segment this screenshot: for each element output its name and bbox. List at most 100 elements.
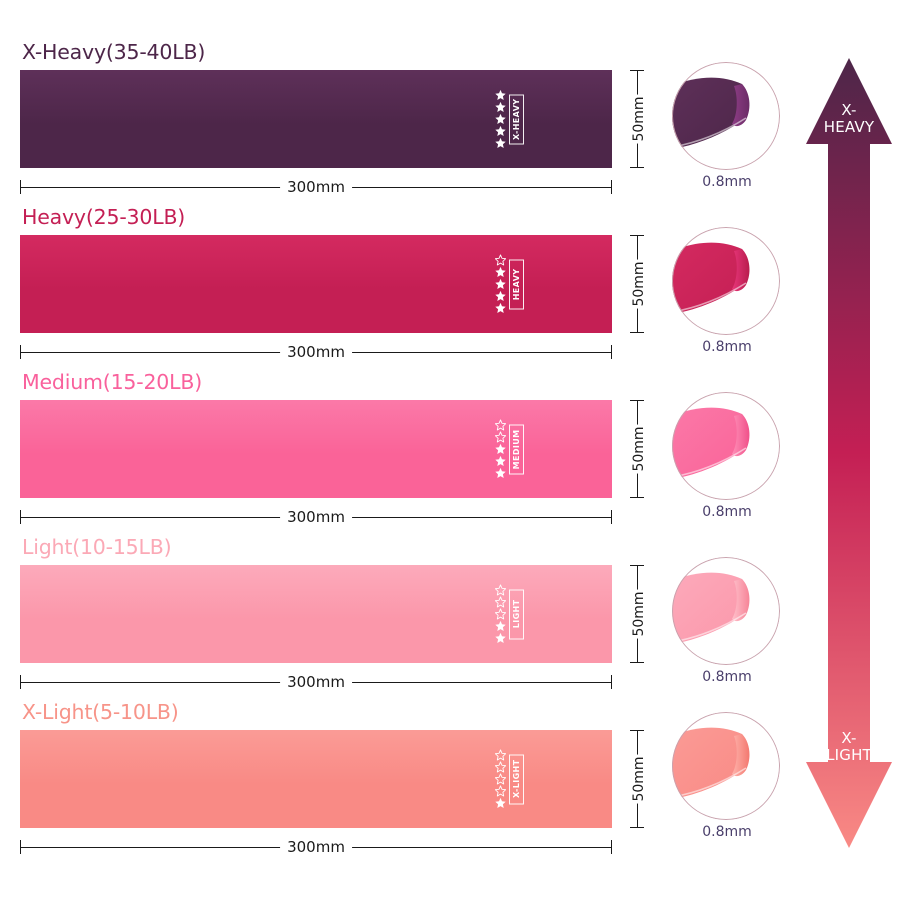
width-dimension: 50mm: [622, 565, 656, 663]
length-dimension: 300mm: [20, 669, 612, 695]
dimension-cap-left: [20, 675, 21, 689]
length-dimension-label: 300mm: [280, 508, 352, 526]
star-outline-icon: [495, 608, 506, 620]
width-dimension: 50mm: [622, 235, 656, 333]
band-tag-text: HEAVY: [512, 268, 521, 300]
band-row: X-Light(5-10LB) X-LIGHT 50mm 300mm: [0, 700, 660, 865]
star-outline-icon: [495, 596, 506, 608]
star-filled-icon: [495, 467, 506, 478]
band-title: Light(10-15LB): [22, 535, 172, 559]
star-filled-icon: [495, 278, 506, 289]
length-dimension: 300mm: [20, 339, 612, 365]
band-strip: MEDIUM: [20, 400, 612, 498]
thickness-circle: [672, 227, 780, 335]
arrow-bottom-line1: X-: [841, 729, 857, 748]
width-dimension-label: 50mm: [631, 589, 647, 639]
star-outline-icon: [495, 785, 506, 797]
band-tag-box: X-HEAVY: [509, 94, 524, 144]
folded-band-illustration: [672, 77, 750, 150]
band-rating-mark: X-HEAVY: [495, 89, 524, 149]
star-filled-icon: [495, 266, 506, 277]
star-outline-icon: [495, 773, 506, 785]
arrow-top-line1: X-: [841, 101, 857, 119]
dimension-cap-right: [611, 510, 612, 524]
dimension-cap-bottom: [630, 497, 644, 498]
band-row: Heavy(25-30LB) HEAVY 50mm 300mm: [0, 205, 660, 370]
band-row: Light(10-15LB) LIGHT 50mm 300mm: [0, 535, 660, 700]
width-dimension: 50mm: [622, 400, 656, 498]
star-filled-icon: [495, 620, 506, 631]
band-tag-text: X-HEAVY: [512, 98, 521, 140]
width-dimension: 50mm: [622, 70, 656, 168]
star-outline-icon: [495, 254, 506, 266]
star-filled-icon: [495, 632, 506, 643]
star-outline-icon: [495, 419, 506, 431]
star-rating: [495, 89, 506, 149]
width-dimension: 50mm: [622, 730, 656, 828]
width-dimension-label: 50mm: [631, 259, 647, 309]
band-strip: HEAVY: [20, 235, 612, 333]
star-filled-icon: [495, 89, 506, 100]
dimension-cap-bottom: [630, 827, 644, 828]
band-tag-box: LIGHT: [509, 589, 524, 639]
band-strip: X-LIGHT: [20, 730, 612, 828]
star-filled-icon: [495, 113, 506, 124]
star-filled-icon: [495, 455, 506, 466]
star-filled-icon: [495, 125, 506, 136]
band-tag-box: X-LIGHT: [509, 754, 524, 804]
band-title: X-Heavy(35-40LB): [22, 40, 206, 64]
band-tag-box: MEDIUM: [509, 424, 524, 474]
folded-band-illustration: [672, 727, 750, 800]
star-filled-icon: [495, 137, 506, 148]
band-title: X-Light(5-10LB): [22, 700, 179, 724]
thickness-circle: [672, 557, 780, 665]
star-outline-icon: [495, 584, 506, 596]
dimension-cap-right: [611, 180, 612, 194]
star-filled-icon: [495, 443, 506, 454]
star-rating: [495, 254, 506, 314]
dimension-cap-right: [611, 345, 612, 359]
star-filled-icon: [495, 290, 506, 301]
dimension-cap-bottom: [630, 167, 644, 168]
thickness-label: 0.8mm: [702, 669, 752, 685]
dimension-cap-left: [20, 345, 21, 359]
arrow-bottom-label: X- LIGHT: [806, 730, 892, 764]
thickness-circle: [672, 392, 780, 500]
band-tag-box: HEAVY: [509, 259, 524, 309]
dimension-cap-bottom: [630, 662, 644, 663]
thickness-label: 0.8mm: [702, 174, 752, 190]
star-filled-icon: [495, 302, 506, 313]
dimension-cap-right: [611, 840, 612, 854]
band-rating-mark: HEAVY: [495, 254, 524, 314]
star-rating: [495, 584, 506, 644]
star-outline-icon: [495, 431, 506, 443]
dimension-cap-right: [611, 675, 612, 689]
star-outline-icon: [495, 749, 506, 761]
resistance-scale-arrow: X- HEAVY X- LIGHT: [806, 58, 892, 848]
thickness-callout: 0.8mm: [662, 62, 792, 222]
band-rating-mark: LIGHT: [495, 584, 524, 644]
dimension-cap-bottom: [630, 332, 644, 333]
thickness-callout: 0.8mm: [662, 227, 792, 387]
arrow-bottom-line2: LIGHT: [826, 746, 872, 765]
folded-band-illustration: [672, 572, 750, 645]
width-dimension-label: 50mm: [631, 754, 647, 804]
band-tag-text: X-LIGHT: [512, 759, 521, 799]
arrow-top-line2: HEAVY: [823, 117, 875, 136]
double-arrow-shape: [806, 58, 892, 848]
band-tag-text: LIGHT: [512, 599, 521, 629]
star-filled-icon: [495, 797, 506, 808]
star-filled-icon: [495, 101, 506, 112]
star-rating: [495, 749, 506, 809]
band-title: Medium(15-20LB): [22, 370, 203, 394]
band-rating-mark: X-LIGHT: [495, 749, 524, 809]
band-row: X-Heavy(35-40LB) X-HEAVY 50mm 300mm: [0, 40, 660, 205]
thickness-label: 0.8mm: [702, 504, 752, 520]
band-rating-mark: MEDIUM: [495, 419, 524, 479]
dimension-cap-left: [20, 180, 21, 194]
length-dimension-label: 300mm: [280, 838, 352, 856]
band-strip: LIGHT: [20, 565, 612, 663]
band-strip: X-HEAVY: [20, 70, 612, 168]
thickness-callout: 0.8mm: [662, 712, 792, 872]
